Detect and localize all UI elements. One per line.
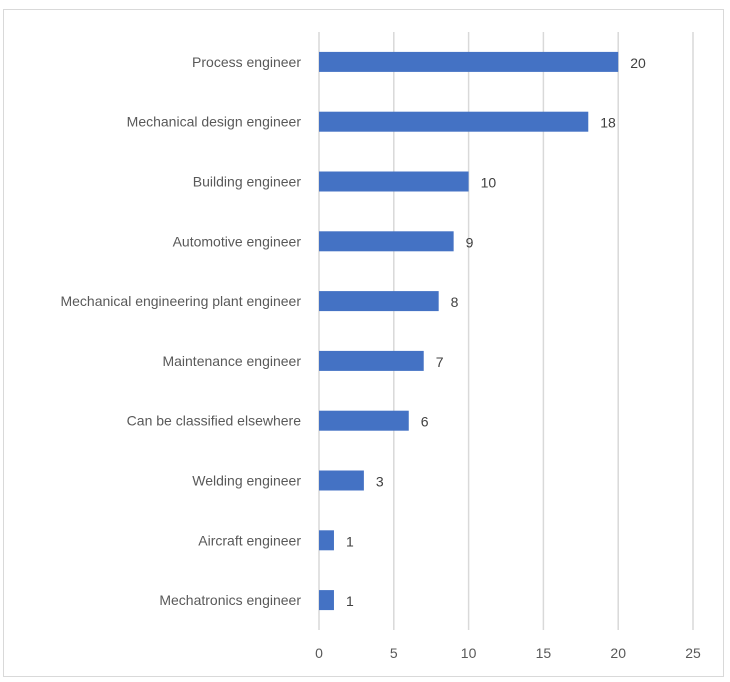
bar bbox=[319, 350, 424, 371]
category-label: Process engineer bbox=[192, 54, 301, 70]
data-label: 18 bbox=[600, 115, 616, 131]
data-label: 20 bbox=[630, 55, 646, 71]
category-label: Automotive engineer bbox=[173, 233, 302, 249]
data-label: 6 bbox=[421, 414, 429, 430]
data-label: 10 bbox=[481, 175, 497, 191]
bar bbox=[319, 171, 469, 192]
data-label: 7 bbox=[436, 354, 444, 370]
bar bbox=[319, 51, 619, 72]
category-label: Mechanical design engineer bbox=[127, 114, 302, 130]
data-label: 3 bbox=[376, 474, 384, 490]
bar bbox=[319, 530, 334, 551]
category-label: Building engineer bbox=[193, 174, 302, 190]
bar bbox=[319, 590, 334, 611]
x-tick-label: 10 bbox=[461, 645, 477, 661]
bar bbox=[319, 470, 364, 491]
data-label: 8 bbox=[451, 294, 459, 310]
category-label: Can be classified elsewhere bbox=[127, 413, 302, 429]
bars bbox=[319, 51, 619, 611]
bar bbox=[319, 111, 589, 132]
x-tick-label: 20 bbox=[610, 645, 626, 661]
bar bbox=[319, 410, 409, 431]
category-label: Mechatronics engineer bbox=[159, 592, 301, 608]
x-tick-label: 15 bbox=[536, 645, 552, 661]
x-tick-label: 0 bbox=[315, 645, 323, 661]
data-label: 1 bbox=[346, 533, 354, 549]
category-labels: Process engineer Mechanical design engine… bbox=[60, 54, 301, 608]
x-tick-label: 25 bbox=[685, 645, 701, 661]
data-label: 9 bbox=[466, 234, 474, 250]
bar bbox=[319, 231, 454, 252]
data-labels: 20 18 10 9 8 7 6 3 1 1 bbox=[346, 55, 646, 609]
x-tick-label: 5 bbox=[390, 645, 398, 661]
category-label: Aircraft engineer bbox=[198, 532, 301, 548]
data-label: 1 bbox=[346, 593, 354, 609]
category-label: Maintenance engineer bbox=[162, 353, 301, 369]
category-label: Mechanical engineering plant engineer bbox=[60, 293, 301, 309]
category-label: Welding engineer bbox=[192, 473, 301, 489]
x-axis-tick-labels: 0 5 10 15 20 25 bbox=[315, 645, 701, 661]
bar bbox=[319, 291, 439, 312]
